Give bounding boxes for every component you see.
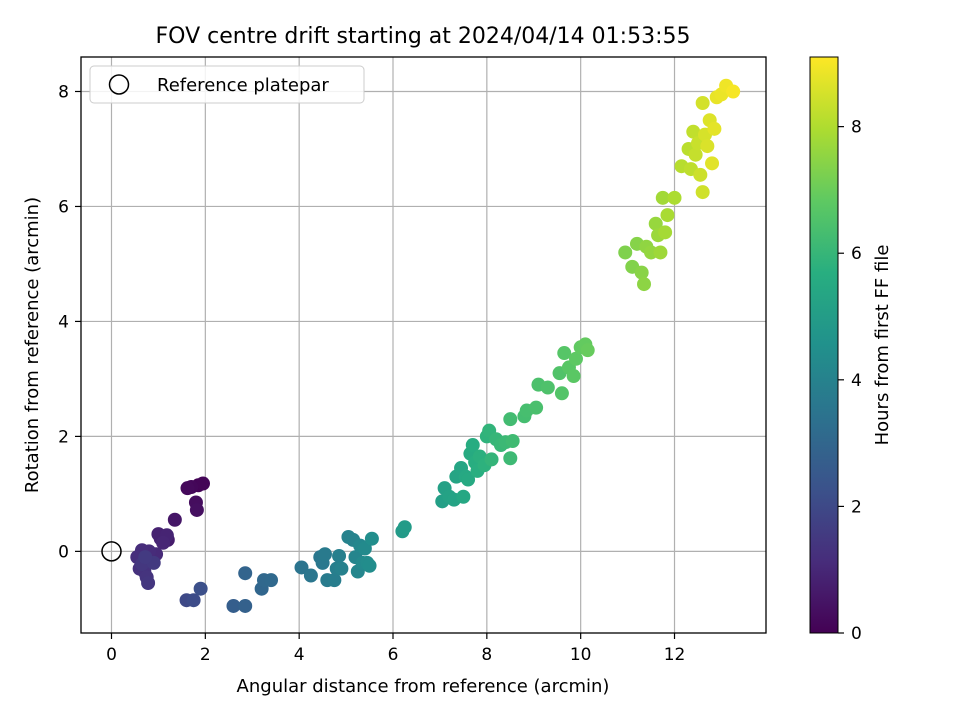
data-point [505, 434, 520, 448]
data-point [554, 386, 569, 401]
x-tick-label: 4 [294, 645, 305, 665]
colorbar: 0 2 4 6 8 Hours from first FF file [809, 56, 893, 644]
colorbar-ticks: 0 2 4 6 8 [838, 118, 862, 644]
data-point [503, 451, 518, 466]
data-point [264, 573, 279, 588]
legend-label: Reference platepar [157, 75, 329, 96]
data-point [332, 548, 347, 563]
data-point [397, 520, 412, 535]
legend-marker-icon [108, 74, 130, 95]
x-tick-label: 12 [664, 645, 686, 665]
data-point [705, 156, 720, 171]
data-point [195, 476, 210, 491]
data-point [566, 369, 581, 384]
data-point [461, 472, 476, 487]
y-tick-label: 4 [58, 312, 69, 332]
data-point [456, 489, 471, 504]
y-tick-label: 8 [58, 82, 69, 102]
data-point [362, 558, 377, 573]
data-point [180, 481, 195, 496]
x-tick-label: 6 [388, 645, 399, 665]
reference-platepar-marker [101, 541, 122, 562]
data-point [529, 400, 544, 415]
y-tick-label: 2 [58, 427, 69, 447]
colorbar-tick-label: 0 [851, 624, 862, 644]
colorbar-tick-label: 8 [851, 118, 862, 138]
data-point [634, 265, 649, 280]
axes-frame [80, 56, 767, 634]
data-point [695, 95, 710, 110]
data-point [484, 452, 499, 467]
data-point [695, 185, 710, 200]
data-point [540, 380, 555, 395]
data-point [693, 167, 708, 182]
data-point [648, 216, 663, 231]
legend-box [89, 65, 365, 104]
data-point [364, 531, 379, 546]
x-tick-label: 2 [200, 645, 211, 665]
data-point [238, 598, 253, 613]
data-point [327, 573, 342, 588]
data-point [357, 541, 372, 556]
data-point [653, 245, 668, 260]
data-point [707, 121, 722, 136]
plot-area [80, 56, 767, 634]
x-tick-label: 8 [481, 645, 492, 665]
data-point [226, 598, 241, 613]
colorbar-label: Hours from first FF file [872, 245, 893, 446]
data-point [167, 512, 182, 527]
x-axis-label: Angular distance from reference (arcmin) [237, 676, 610, 697]
data-point [568, 351, 583, 366]
x-axis: 0 2 4 6 8 10 12 [106, 633, 685, 665]
colorbar-tick-label: 6 [851, 244, 862, 264]
data-point [686, 124, 701, 139]
data-point [655, 190, 670, 205]
chart-title: FOV centre drift starting at 2024/04/14 … [156, 24, 691, 49]
data-point [688, 147, 703, 162]
data-point [138, 550, 153, 565]
data-point [658, 225, 673, 240]
x-tick-label: 0 [106, 645, 117, 665]
data-point [700, 139, 715, 154]
data-point [193, 581, 208, 596]
data-point [726, 84, 741, 99]
colorbar-gradient [810, 57, 838, 633]
data-point [238, 566, 253, 581]
data-point [141, 575, 156, 590]
data-point [503, 412, 518, 427]
data-point [317, 547, 332, 562]
colorbar-tick-label: 2 [851, 497, 862, 517]
data-point [580, 343, 595, 358]
data-point [557, 346, 572, 361]
data-point [186, 593, 201, 608]
grid-lines [81, 57, 766, 633]
data-point [189, 502, 204, 517]
colorbar-tick-label: 4 [851, 371, 862, 391]
y-tick-label: 0 [58, 542, 69, 562]
data-point [637, 277, 652, 292]
data-point [667, 190, 682, 205]
x-tick-label: 10 [570, 645, 592, 665]
data-point [660, 208, 675, 223]
data-point [465, 438, 480, 453]
data-point [334, 561, 349, 576]
y-axis-label: Rotation from reference (arcmin) [22, 197, 43, 493]
data-point [303, 568, 318, 583]
data-point [618, 245, 633, 260]
legend: Reference platepar [89, 65, 365, 104]
data-points [130, 78, 741, 613]
data-point [156, 535, 171, 550]
colorbar-frame [809, 56, 839, 634]
y-axis: 0 2 4 6 8 [58, 82, 81, 562]
data-point [294, 560, 309, 575]
y-tick-label: 6 [58, 197, 69, 217]
